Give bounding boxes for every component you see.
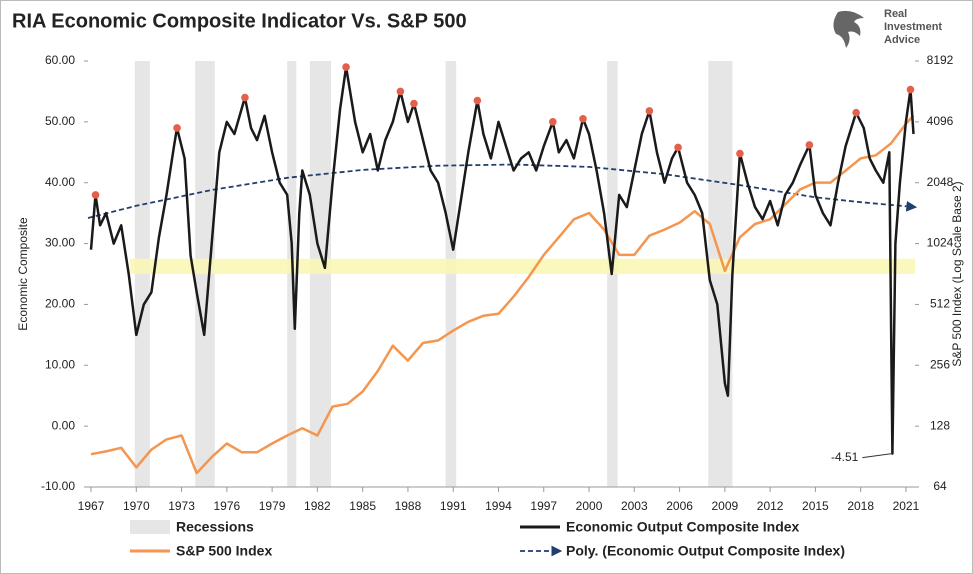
y-tick-label: 40.00 [45, 175, 75, 189]
x-tick-label: 2009 [711, 499, 738, 513]
y-tick-label: 20.00 [45, 297, 75, 311]
peak-dot [173, 124, 181, 132]
peak-dot [906, 85, 915, 94]
x-tick-label: 2021 [893, 499, 920, 513]
y-tick-label: -10.00 [41, 479, 75, 493]
x-tick-label: 2018 [847, 499, 874, 513]
y2-tick-label: 512 [930, 297, 950, 311]
peak-dot [852, 108, 860, 117]
y2-tick-label: 2048 [927, 175, 954, 189]
peak-dot [579, 115, 587, 123]
peak-dot [396, 87, 405, 96]
y-tick-label: 0.00 [52, 418, 76, 432]
x-tick-label: 2003 [621, 499, 648, 513]
legend-label: Economic Output Composite Index [566, 519, 800, 535]
y-axis-title: Economic Composite [16, 217, 30, 331]
x-tick-label: 1985 [349, 499, 376, 513]
peak-dot [241, 93, 249, 102]
peak-dot [805, 141, 814, 149]
x-tick-label: 1988 [395, 499, 422, 513]
y-tick-label: 10.00 [45, 357, 75, 371]
x-tick-label: 1970 [123, 499, 150, 513]
series-line [89, 65, 915, 455]
y-tick-label: 30.00 [45, 236, 75, 250]
x-tick-label: 2012 [757, 499, 784, 513]
peak-dot [645, 107, 654, 115]
logo-text: Advice [884, 34, 920, 46]
y2-tick-label: 256 [930, 357, 950, 371]
y2-tick-label: 128 [930, 418, 950, 432]
x-tick-label: 1997 [530, 499, 557, 513]
x-tick-label: 2000 [576, 499, 603, 513]
y-tick-label: 60.00 [45, 53, 75, 67]
y2-tick-label: 8192 [927, 53, 954, 67]
y-tick-label: 50.00 [45, 114, 75, 128]
annotation-leader [862, 453, 893, 459]
x-tick-label: 1982 [304, 499, 331, 513]
chart-title: RIA Economic Composite Indicator Vs. S&P… [12, 10, 467, 32]
peak-dot [736, 149, 744, 158]
x-tick-label: 1976 [213, 499, 240, 513]
peak-dot [342, 63, 350, 71]
peak-dot [410, 99, 418, 108]
y2-tick-label: 1024 [927, 236, 954, 250]
legend: Recessions Economic Output Composite Inde… [130, 519, 845, 559]
x-tick-label: 1973 [168, 499, 195, 513]
peak-dot [91, 191, 100, 199]
x-tick-label: 2015 [802, 499, 829, 513]
logo-text: Real [884, 8, 907, 20]
logo-text: Investment [884, 21, 942, 33]
logo: Real Investment Advice [833, 8, 942, 48]
x-tick-label: 1979 [259, 499, 286, 513]
peak-dot [674, 143, 682, 152]
logo-icon [833, 10, 864, 48]
x-tick-label: 1994 [485, 499, 512, 513]
x-tick-label: 1991 [440, 499, 467, 513]
annotation: -4.51 [831, 450, 859, 464]
peak-dot [473, 96, 482, 105]
legend-label: Recessions [176, 519, 254, 535]
legend-label: S&P 500 Index [176, 543, 272, 559]
y2-axis-title: S&P 500 Index (Log Scale Base 2) [950, 181, 964, 366]
x-tick-label: 2006 [666, 499, 693, 513]
legend-label: Poly. (Economic Output Composite Index) [566, 543, 845, 559]
y2-tick-label: 4096 [927, 114, 954, 128]
peak-dot [549, 118, 557, 126]
x-tick-label: 1967 [78, 499, 105, 513]
y2-tick-label: 64 [933, 479, 947, 493]
legend-swatch [130, 520, 170, 534]
highlight-band [130, 258, 915, 274]
